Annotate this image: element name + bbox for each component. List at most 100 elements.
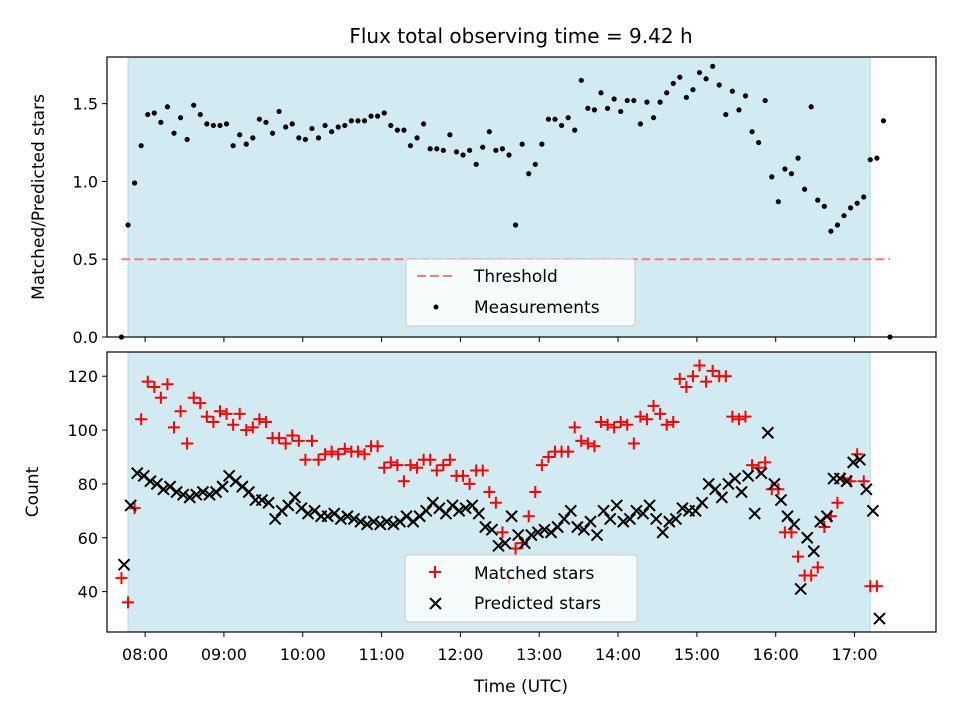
- predicted-star-point: [807, 545, 821, 558]
- measurement-point: [381, 110, 387, 116]
- matched-star-point: [489, 496, 502, 509]
- measurement-point: [756, 139, 762, 146]
- predicted-star-point: [301, 507, 315, 520]
- matched-star-point: [739, 410, 752, 423]
- measurement-point: [677, 74, 683, 80]
- matched-star-point: [168, 421, 181, 434]
- matched-star-point: [404, 459, 417, 472]
- predicted-star-point: [557, 512, 571, 526]
- measurement-point: [335, 124, 341, 130]
- measurement-point: [237, 132, 243, 138]
- measurement-point: [342, 122, 348, 129]
- matched-star-point: [772, 483, 785, 496]
- measurement-point: [618, 108, 624, 115]
- measurement-point: [151, 110, 157, 116]
- x-tick-label: 10:00: [280, 645, 326, 664]
- predicted-star-point: [695, 496, 709, 509]
- measurement-point: [368, 113, 374, 119]
- predicted-star-point: [498, 536, 512, 550]
- measurement-point: [361, 118, 368, 124]
- matched-star-point: [719, 370, 732, 383]
- predicted-star-point: [847, 456, 860, 469]
- matched-star-point: [207, 416, 220, 428]
- matched-star-point: [305, 434, 318, 447]
- matched-star-point: [568, 421, 581, 434]
- predicted-star-point: [512, 528, 525, 542]
- measurement-point: [309, 125, 315, 132]
- measurement-point: [421, 121, 427, 127]
- matched-star-point: [654, 407, 667, 420]
- measurement-point: [703, 76, 709, 82]
- matched-star-point: [332, 448, 345, 461]
- matched-star-point: [397, 475, 410, 488]
- measurement-point: [145, 111, 151, 118]
- measurement-point: [664, 90, 670, 96]
- predicted-star-point: [452, 504, 466, 518]
- matched-star-point: [792, 550, 805, 563]
- predicted-star-point: [853, 453, 867, 466]
- measurement-point: [683, 94, 689, 101]
- predicted-star-point: [288, 491, 302, 504]
- predicted-star-point: [190, 488, 203, 501]
- measurement-point: [558, 122, 565, 129]
- matched-star-point: [535, 459, 548, 472]
- measurement-point: [834, 222, 841, 228]
- matched-star-point: [220, 407, 233, 420]
- predicted-star-point: [459, 501, 472, 515]
- measurement-point: [749, 129, 755, 135]
- bottom-legend: Matched stars Predicted stars: [404, 554, 638, 623]
- measurement-point: [532, 161, 538, 167]
- matched-star-point: [706, 364, 719, 377]
- measurement-point: [427, 146, 433, 152]
- top-x-ticks: [144, 337, 856, 342]
- measurement-point: [283, 124, 289, 130]
- matched-star-point: [424, 453, 437, 466]
- measurement-point: [230, 143, 236, 149]
- measurement-point: [729, 88, 735, 94]
- measurement-point: [375, 113, 381, 119]
- measurement-point: [177, 115, 184, 121]
- top-y-tick-label: 0.5: [73, 250, 98, 269]
- measurement-point: [880, 118, 887, 124]
- matched-star-point: [299, 453, 312, 466]
- x-tick-label: 15:00: [674, 645, 720, 664]
- predicted-star-point: [117, 558, 131, 571]
- bottom-y-axis-label: Count: [23, 466, 43, 517]
- bottom-y-ticks: 40 60 80 100 120: [67, 367, 107, 602]
- measurement-point: [637, 121, 643, 127]
- legend-matched-swatch: [429, 566, 441, 578]
- predicted-star-point: [341, 510, 354, 523]
- predicted-star-point: [203, 488, 216, 501]
- matched-star-point: [463, 477, 476, 490]
- predicted-star-point: [643, 499, 656, 512]
- predicted-star-point: [630, 504, 643, 518]
- predicted-star-point: [623, 512, 637, 526]
- matched-star-point: [240, 424, 253, 437]
- bottom-y-tick-label: 40: [78, 583, 98, 602]
- bottom-axes-frame: [106, 351, 937, 633]
- measurement-point: [158, 119, 164, 125]
- predicted-star-point: [347, 512, 361, 526]
- measurement-point: [591, 107, 598, 113]
- measurement-point: [710, 63, 716, 69]
- predicted-star-point: [387, 518, 400, 531]
- predicted-star-point: [820, 510, 834, 523]
- matched-star-point: [292, 434, 305, 447]
- matched-star-point: [575, 434, 588, 447]
- measurement-point: [519, 141, 525, 147]
- matched-star-point: [325, 445, 338, 458]
- matched-star-point: [581, 437, 594, 450]
- matched-star-point: [647, 399, 660, 412]
- predicted-star-point: [663, 515, 676, 528]
- measurement-point: [512, 222, 519, 228]
- matched-star-point: [634, 410, 647, 423]
- measurement-point: [447, 132, 453, 138]
- predicted-star-point: [131, 466, 144, 480]
- measurement-point: [565, 115, 571, 121]
- matched-stars-points: [115, 359, 883, 609]
- matched-star-point: [141, 375, 154, 388]
- top-axes-frame: [106, 56, 937, 338]
- predicted-star-point: [439, 507, 453, 520]
- measurement-point: [276, 108, 282, 115]
- measurement-point: [269, 130, 276, 136]
